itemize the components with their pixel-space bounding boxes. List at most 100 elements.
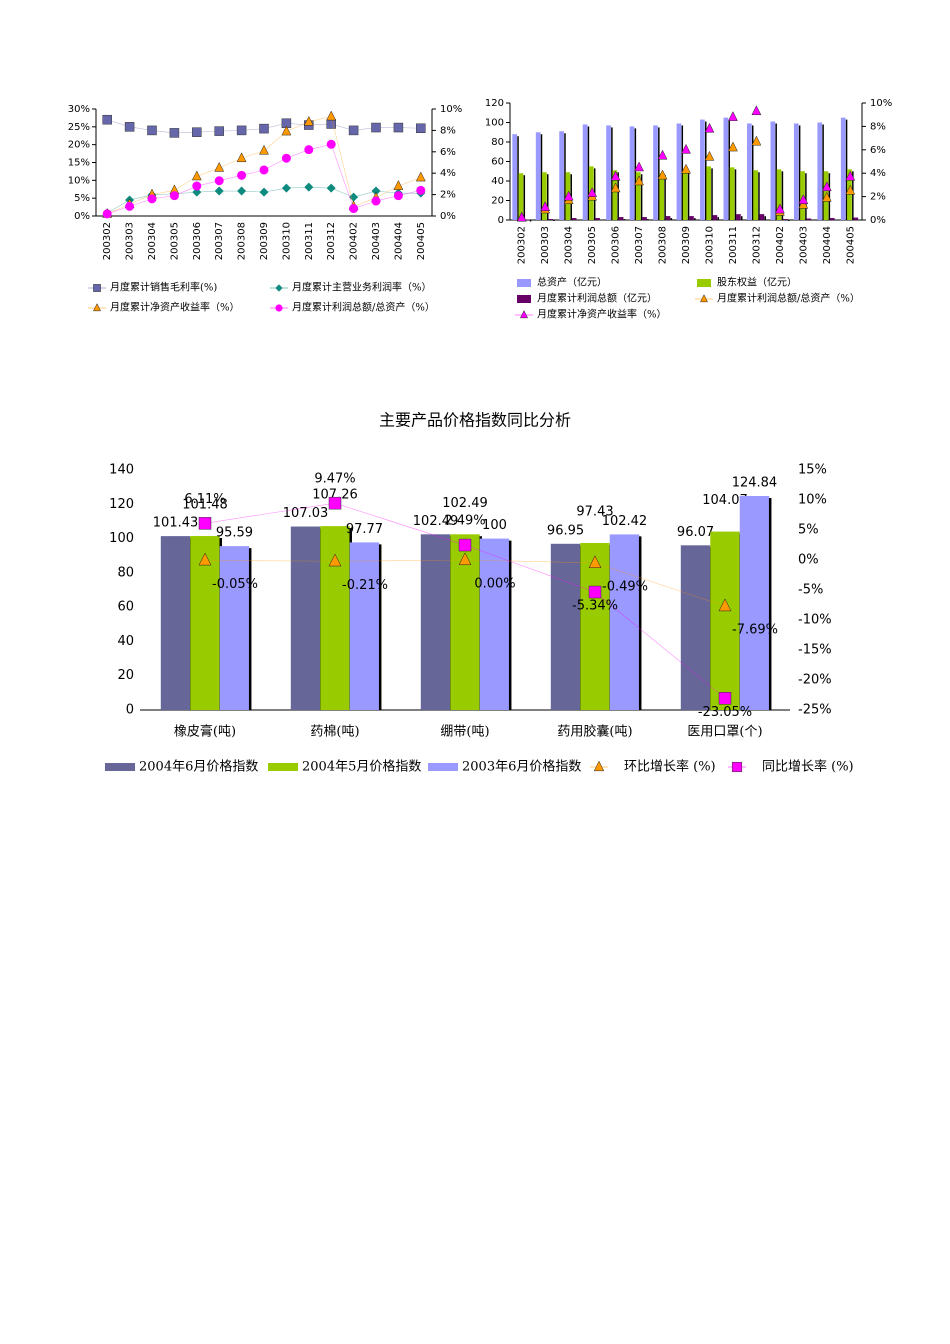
x-tick-label: 200307	[214, 222, 225, 260]
bar	[518, 173, 524, 220]
legend-swatch	[428, 763, 458, 771]
bar	[712, 215, 718, 220]
x-tick-label: 200306	[611, 226, 622, 264]
x-tick-label: 200305	[169, 222, 180, 260]
y-tick-label: 15%	[68, 158, 90, 169]
bar	[595, 218, 600, 220]
y-tick-label: 30%	[68, 104, 90, 115]
marker	[147, 194, 157, 204]
x-tick-label: 药用胶囊(吨)	[557, 724, 632, 740]
legend-label: 总资产（亿元）	[537, 276, 607, 289]
x-tick-label: 200308	[658, 226, 669, 264]
marker	[303, 115, 314, 126]
x-tick-label: 200304	[564, 226, 575, 264]
marker	[198, 517, 212, 530]
legend-label: 月度累计利润总额/总资产（%）	[292, 301, 435, 314]
y2-tick-label: -5%	[798, 583, 823, 598]
y2-tick-label: 4%	[440, 168, 456, 179]
marker	[728, 111, 738, 121]
bar	[689, 216, 694, 220]
marker	[237, 170, 247, 180]
marker	[610, 170, 621, 181]
bar	[612, 170, 618, 220]
marker	[304, 182, 314, 192]
y-tick-label: 100	[109, 531, 134, 546]
bar	[479, 538, 510, 710]
marker	[281, 153, 291, 163]
bar	[710, 531, 740, 710]
marker	[326, 139, 336, 149]
y2-tick-label: 10%	[870, 98, 892, 109]
y2-tick-label: 15%	[798, 463, 827, 478]
bar-value-label: 96.07	[677, 525, 714, 540]
bar	[817, 122, 823, 220]
legend-swatch	[697, 279, 711, 287]
bar-value-label: 102.42	[602, 514, 648, 529]
legend-label: 月度累计利润总额（亿元）	[537, 292, 657, 305]
data-label: -7.69%	[732, 623, 778, 638]
legend-swatch	[517, 295, 531, 303]
bar	[806, 218, 812, 220]
y2-tick-label: -20%	[798, 673, 832, 688]
x-tick-label: 200404	[822, 226, 833, 264]
marker	[704, 122, 715, 133]
bar	[642, 217, 647, 220]
x-tick-label: 200308	[237, 222, 248, 260]
x-tick-label: 绷带(吨)	[440, 725, 489, 740]
marker	[774, 203, 785, 214]
y-tick-label: 60	[117, 600, 134, 615]
y-tick-label: 80	[117, 565, 134, 580]
data-label: 2.49%	[444, 514, 485, 529]
x-tick-label: 200303	[540, 226, 551, 264]
bar	[606, 125, 611, 220]
marker	[236, 125, 247, 136]
marker	[102, 114, 112, 125]
marker	[751, 105, 762, 116]
bar	[219, 546, 250, 710]
marker	[588, 585, 602, 599]
marker	[416, 185, 426, 195]
y2-tick-label: 6%	[870, 145, 886, 156]
bar	[290, 526, 321, 710]
data-label: -5.34%	[572, 599, 618, 614]
legend-label: 月度累计销售毛利率(%)	[110, 281, 217, 294]
marker	[326, 119, 336, 129]
marker	[236, 152, 247, 163]
marker	[326, 183, 336, 193]
marker	[169, 191, 179, 201]
bar	[793, 123, 799, 220]
y2-tick-label: 8%	[870, 121, 886, 132]
marker	[192, 127, 202, 137]
legend-label: 月度累计净资产收益率（%）	[110, 301, 240, 314]
bar-value-label: 124.84	[732, 475, 778, 490]
bar-value-label: 97.77	[346, 522, 383, 537]
y-tick-label: 20%	[68, 140, 90, 151]
data-label: 6.11%	[184, 492, 225, 507]
bar	[776, 169, 782, 220]
marker	[192, 181, 202, 191]
legend-marker	[93, 284, 101, 292]
legend-marker	[519, 310, 529, 319]
bar	[676, 123, 682, 220]
y2-tick-label: 2%	[440, 190, 456, 201]
marker	[634, 161, 644, 172]
legend-label: 环比增长率 (%)	[624, 759, 716, 775]
y-tick-label: 140	[109, 463, 134, 478]
marker	[798, 194, 809, 204]
legend-label: 月度累计利润总额/总资产（%）	[717, 292, 860, 305]
y-tick-label: 5%	[74, 193, 90, 204]
marker	[563, 190, 574, 201]
marker	[657, 149, 668, 160]
marker	[540, 201, 551, 211]
x-tick-label: 200310	[281, 222, 292, 260]
bar	[635, 172, 641, 220]
bar	[580, 542, 610, 710]
y2-tick-label: 8%	[440, 125, 456, 136]
x-tick-label: 200309	[259, 222, 270, 260]
bar-value-label: 102.49	[442, 496, 488, 511]
legend-swatch	[517, 279, 531, 287]
marker	[326, 110, 337, 121]
x-tick-label: 医用口罩(个)	[687, 725, 762, 740]
bar	[420, 534, 451, 710]
